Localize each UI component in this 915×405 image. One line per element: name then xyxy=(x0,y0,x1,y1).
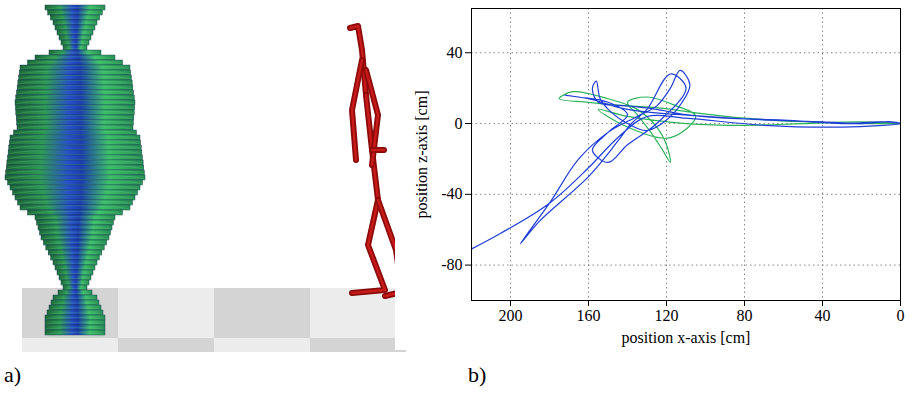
svg-text:-80: -80 xyxy=(441,256,462,273)
svg-text:0: 0 xyxy=(897,307,905,324)
svg-text:position x-axis [cm]: position x-axis [cm] xyxy=(622,329,751,347)
html-text:b): b) xyxy=(468,362,487,387)
svg-text:-40: -40 xyxy=(441,185,462,202)
svg-text:160: 160 xyxy=(577,307,601,324)
html-text:a): a) xyxy=(4,362,22,387)
svg-text:80: 80 xyxy=(737,307,753,324)
svg-text:40: 40 xyxy=(447,44,463,61)
svg-text:40: 40 xyxy=(815,307,831,324)
svg-text:0: 0 xyxy=(455,115,463,132)
svg-text:position z-axis [cm]: position z-axis [cm] xyxy=(413,91,431,219)
svg-text:200: 200 xyxy=(499,307,523,324)
svg-text:120: 120 xyxy=(655,307,679,324)
